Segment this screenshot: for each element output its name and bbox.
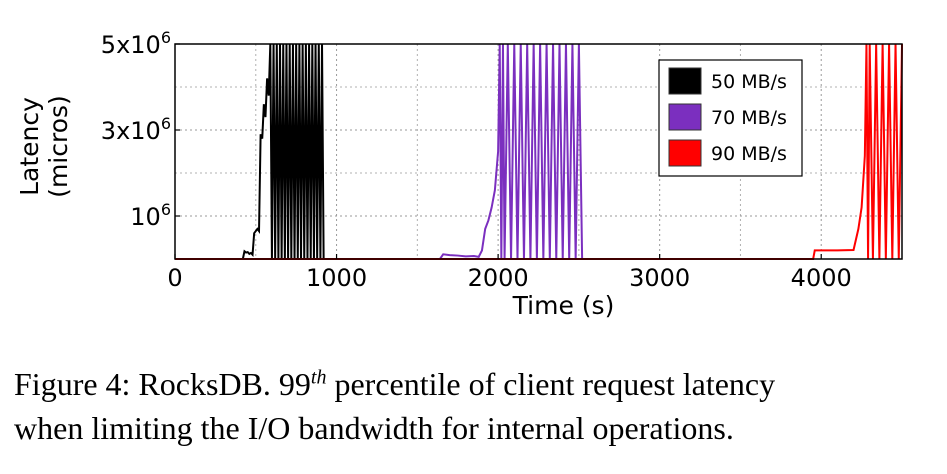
x-tick-label-3: 3000: [629, 264, 690, 292]
series-line-2: [175, 43, 903, 260]
legend-label-0: 50 MB/s: [711, 71, 787, 93]
x-tick-label-1: 1000: [306, 264, 367, 292]
legend-label-2: 90 MB/s: [711, 143, 787, 165]
caption-line1-rest: percentile of client request latency: [326, 366, 776, 402]
caption-line2: when limiting the I/O bandwidth for inte…: [14, 410, 734, 446]
y-tick-label-2: 5x106: [101, 28, 171, 59]
y-axis-title-line-0: Latency: [15, 97, 44, 196]
y-tick-label-exponent-1: 6: [161, 114, 171, 133]
x-axis-title: Time (s): [512, 291, 615, 320]
y-tick-label-base-2: 5x10: [101, 31, 161, 59]
y-tick-label-base-0: 10: [130, 203, 161, 231]
plot-frame: [174, 43, 903, 260]
y-tick-label-0: 106: [130, 200, 171, 231]
figure-caption: Figure 4: RocksDB. 99th percentile of cl…: [14, 362, 934, 450]
y-tick-label-1: 3x106: [101, 114, 171, 145]
y-tick-label-base-1: 3x10: [101, 117, 161, 145]
y-tick-label-exponent-0: 6: [161, 200, 171, 219]
legend-label-1: 70 MB/s: [711, 107, 787, 129]
x-tick-label-4: 4000: [791, 264, 852, 292]
x-tick-label-0: 0: [167, 264, 182, 292]
y-tick-label-exponent-2: 6: [161, 28, 171, 47]
x-tick-label-2: 2000: [468, 264, 529, 292]
caption-superscript: th: [310, 366, 327, 389]
legend-swatch-0: [668, 67, 702, 95]
caption-prefix: Figure 4: RocksDB. 99: [14, 366, 311, 402]
series-line-1: [175, 43, 584, 260]
legend-swatch-2: [668, 139, 702, 167]
y-axis-title-line-1: (micros): [44, 95, 73, 198]
legend-swatch-1: [668, 103, 702, 131]
